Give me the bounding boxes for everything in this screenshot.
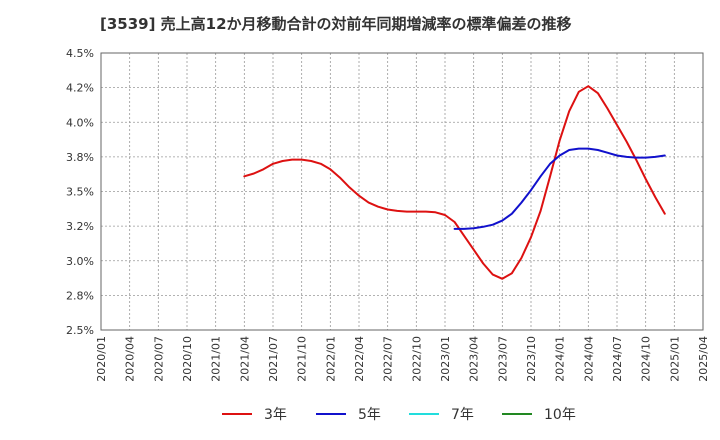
x-tick-label: 2023/07 — [496, 336, 509, 382]
y-tick-label: 3.5% — [66, 186, 94, 199]
x-tick-label: 2020/04 — [124, 336, 137, 382]
legend-label: 10年 — [544, 407, 576, 423]
plot-frame — [100, 52, 704, 331]
x-tick-label: 2024/04 — [582, 336, 595, 382]
x-tick-label: 2024/01 — [554, 336, 567, 382]
x-tick-label: 2024/10 — [640, 336, 653, 382]
legend: 3年 5年 7年 10年 — [222, 407, 576, 423]
x-tick-label: 2023/01 — [439, 336, 452, 382]
y-axis-ticks: 2.5% 2.8% 3.0% 3.2% 3.5% 3.8% 4.0% 4.2% 4.5% — [66, 47, 94, 337]
series-line-2 — [453, 147, 666, 230]
x-tick-label: 2021/04 — [238, 336, 251, 382]
y-tick-label: 4.0% — [66, 116, 94, 129]
y-tick-label: 4.2% — [66, 82, 94, 95]
x-tick-label: 2023/10 — [525, 336, 538, 382]
x-tick-label: 2024/07 — [611, 336, 624, 382]
x-tick-label: 2022/07 — [382, 336, 395, 382]
x-tick-label: 2020/10 — [181, 336, 194, 382]
legend-label: 3年 — [264, 407, 287, 423]
y-tick-label: 2.5% — [66, 324, 94, 337]
chart-title: [3539] 売上高12か月移動合計の対前年同期増減率の標準偏差の推移 — [100, 15, 572, 33]
x-tick-label: 2020/07 — [152, 336, 165, 382]
x-tick-label: 2022/04 — [353, 336, 366, 382]
y-tick-label: 3.8% — [66, 151, 94, 164]
x-axis-ticks: 2020/01 2020/04 2020/07 2020/10 2021/01 2021/… — [95, 336, 710, 382]
x-tick-label: 2021/10 — [296, 336, 309, 382]
y-tick-label: 4.5% — [66, 47, 94, 60]
legend-label: 7年 — [451, 407, 474, 423]
x-tick-label: 2023/04 — [468, 336, 481, 382]
series-lines — [243, 85, 666, 280]
x-tick-label: 2022/10 — [410, 336, 423, 382]
y-tick-label: 2.8% — [66, 289, 94, 302]
grid — [101, 53, 703, 330]
x-tick-label: 2025/01 — [668, 336, 681, 382]
x-tick-label: 2025/04 — [697, 336, 710, 382]
y-tick-label: 3.0% — [66, 255, 94, 268]
y-tick-label: 3.2% — [66, 220, 94, 233]
x-tick-label: 2021/07 — [267, 336, 280, 382]
series-line-1 — [243, 85, 666, 280]
x-tick-label: 2021/01 — [210, 336, 223, 382]
legend-label: 5年 — [358, 407, 381, 423]
x-tick-label: 2022/01 — [324, 336, 337, 382]
x-tick-label: 2020/01 — [95, 336, 108, 382]
